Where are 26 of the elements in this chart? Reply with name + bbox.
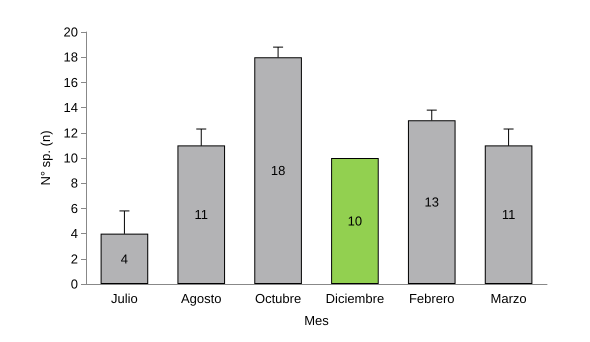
y-axis-title: N° sp. (n) xyxy=(38,130,53,186)
y-tick-label: 20 xyxy=(64,24,78,40)
x-tick-label: Octubre xyxy=(254,291,302,306)
y-tick-label: 0 xyxy=(70,276,78,292)
data-label: 11 xyxy=(502,207,516,222)
y-tick-label: 10 xyxy=(64,150,78,166)
y-tick-label: 4 xyxy=(70,226,78,242)
x-tick-label: Diciembre xyxy=(326,291,384,306)
y-tick-label: 6 xyxy=(70,200,78,216)
y-tick-label: 16 xyxy=(64,74,78,90)
x-tick-label: Julio xyxy=(111,291,138,306)
data-label: 13 xyxy=(424,194,439,210)
data-label: 4 xyxy=(120,251,128,266)
x-tick-label: Agosto xyxy=(181,291,222,306)
y-tick-label: 8 xyxy=(70,176,78,191)
y-tick-label: 18 xyxy=(64,50,78,65)
y-tick-label: 12 xyxy=(64,125,78,140)
data-label: 11 xyxy=(194,207,208,222)
x-tick-label: Marzo xyxy=(490,291,527,306)
bar xyxy=(331,158,379,284)
data-label: 10 xyxy=(348,214,362,228)
x-axis-title: Mes xyxy=(304,313,330,328)
y-tick-label: 2 xyxy=(70,251,78,266)
y-tick-label: 14 xyxy=(64,100,78,116)
x-tick-label: Febrero xyxy=(408,291,455,306)
data-label: 18 xyxy=(270,163,286,178)
